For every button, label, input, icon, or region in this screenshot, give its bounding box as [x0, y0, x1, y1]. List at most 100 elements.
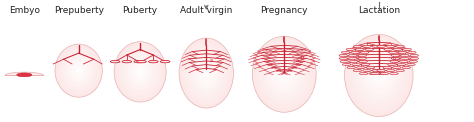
Ellipse shape [126, 55, 155, 89]
Ellipse shape [135, 66, 146, 78]
Ellipse shape [255, 40, 313, 108]
Polygon shape [23, 75, 25, 76]
Ellipse shape [77, 69, 80, 72]
Ellipse shape [61, 51, 96, 90]
Ellipse shape [137, 69, 143, 75]
Circle shape [401, 54, 409, 56]
Circle shape [408, 51, 416, 54]
Ellipse shape [195, 59, 217, 87]
Ellipse shape [130, 60, 151, 84]
Circle shape [351, 51, 359, 54]
Circle shape [358, 57, 366, 60]
Ellipse shape [73, 64, 84, 77]
Ellipse shape [182, 42, 231, 105]
Circle shape [397, 63, 406, 66]
Ellipse shape [193, 57, 219, 89]
Ellipse shape [268, 55, 300, 93]
Ellipse shape [264, 50, 304, 98]
Polygon shape [5, 72, 44, 76]
Ellipse shape [370, 65, 388, 86]
Ellipse shape [378, 74, 380, 77]
Ellipse shape [191, 53, 222, 93]
Text: b: b [393, 56, 396, 61]
Ellipse shape [363, 56, 395, 95]
Ellipse shape [347, 37, 411, 114]
Circle shape [383, 66, 392, 69]
Ellipse shape [128, 58, 152, 86]
Polygon shape [14, 74, 35, 76]
Circle shape [393, 48, 402, 51]
Ellipse shape [254, 38, 315, 111]
Text: Prepuberty: Prepuberty [54, 6, 104, 15]
Polygon shape [6, 72, 43, 76]
Ellipse shape [258, 43, 311, 106]
Ellipse shape [263, 49, 306, 100]
Circle shape [390, 60, 399, 63]
Circle shape [400, 60, 408, 63]
Circle shape [410, 54, 419, 56]
Ellipse shape [78, 70, 80, 71]
Ellipse shape [71, 62, 87, 80]
Circle shape [372, 69, 381, 72]
Circle shape [122, 60, 132, 63]
Circle shape [342, 63, 351, 66]
Ellipse shape [179, 38, 234, 108]
Ellipse shape [283, 73, 285, 76]
Ellipse shape [355, 47, 403, 104]
Polygon shape [15, 74, 34, 76]
Ellipse shape [277, 65, 292, 83]
Ellipse shape [126, 56, 154, 88]
Circle shape [356, 48, 364, 51]
Circle shape [341, 51, 350, 54]
Ellipse shape [198, 63, 214, 84]
Ellipse shape [189, 51, 224, 95]
Text: Pregnancy: Pregnancy [261, 6, 308, 15]
Circle shape [363, 45, 371, 47]
Circle shape [359, 60, 367, 63]
Ellipse shape [196, 60, 216, 86]
Circle shape [365, 48, 374, 51]
Ellipse shape [278, 67, 291, 82]
Circle shape [386, 45, 395, 47]
Ellipse shape [202, 67, 211, 79]
Ellipse shape [137, 68, 144, 76]
Ellipse shape [55, 44, 102, 97]
Circle shape [359, 72, 368, 75]
Ellipse shape [139, 71, 141, 73]
Ellipse shape [266, 53, 302, 96]
Ellipse shape [115, 43, 165, 101]
Ellipse shape [124, 53, 156, 91]
Ellipse shape [64, 54, 94, 87]
Ellipse shape [350, 41, 407, 110]
Circle shape [372, 45, 381, 47]
Ellipse shape [61, 50, 97, 91]
Ellipse shape [269, 56, 299, 92]
Ellipse shape [118, 46, 163, 98]
Circle shape [358, 54, 366, 56]
Polygon shape [11, 73, 38, 76]
Ellipse shape [259, 44, 310, 105]
Text: a: a [296, 58, 299, 63]
Ellipse shape [120, 49, 160, 95]
Ellipse shape [76, 68, 81, 73]
Polygon shape [18, 74, 30, 76]
Circle shape [391, 54, 400, 56]
Circle shape [369, 72, 377, 75]
Circle shape [392, 66, 401, 69]
Ellipse shape [184, 45, 228, 101]
Ellipse shape [194, 58, 218, 88]
Ellipse shape [181, 40, 232, 106]
Ellipse shape [122, 51, 158, 93]
Circle shape [348, 54, 357, 56]
Ellipse shape [365, 59, 392, 92]
Ellipse shape [125, 54, 156, 90]
Ellipse shape [68, 59, 89, 82]
Ellipse shape [192, 54, 221, 92]
Ellipse shape [358, 51, 399, 100]
Ellipse shape [374, 70, 383, 81]
Circle shape [346, 48, 355, 51]
Ellipse shape [193, 56, 220, 91]
Ellipse shape [56, 45, 101, 96]
Polygon shape [21, 75, 27, 76]
Polygon shape [10, 73, 39, 76]
